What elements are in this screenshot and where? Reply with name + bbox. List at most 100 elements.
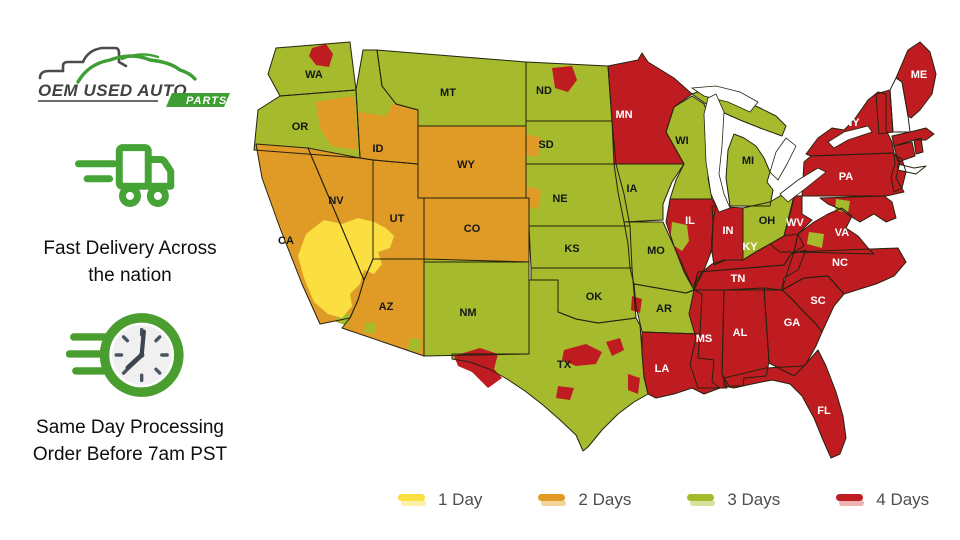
state-ne [526, 164, 630, 226]
state-label-ky: KY [742, 241, 758, 253]
patch-or-east [316, 96, 358, 150]
state-mt [377, 50, 526, 126]
state-ia [614, 164, 684, 222]
state-label-ia: IA [627, 183, 638, 195]
fast-delivery-line2: the nation [88, 265, 172, 286]
state-ga [764, 288, 822, 376]
state-label-nd: ND [536, 85, 552, 97]
state-label-mt: MT [440, 87, 456, 99]
state-label-ut: UT [390, 213, 405, 225]
legend-swatch-icon [687, 493, 716, 507]
state-wy [418, 126, 526, 198]
state-label-va: VA [835, 227, 850, 239]
state-border-fl [723, 349, 847, 459]
left-panel: OEM USED AUTO PARTS Fast Delivery Across… [14, 24, 246, 468]
legend-label: 4 Days [876, 490, 930, 509]
state-label-me: ME [911, 69, 928, 81]
state-nc [782, 248, 906, 294]
legend-item-3-days: 3 Days [687, 490, 780, 510]
state-label-ms: MS [696, 333, 713, 345]
patch-il-stlouis [670, 222, 689, 251]
state-label-ar: AR [656, 303, 672, 315]
state-label-sd: SD [538, 139, 553, 151]
state-label-az: AZ [379, 301, 394, 313]
state-border-md [819, 195, 897, 223]
truck-icon [75, 144, 175, 207]
state-border-mn [607, 52, 693, 165]
patch-va-central [807, 232, 824, 248]
brand-name: OEM USED AUTO [38, 81, 187, 100]
state-border-nh [889, 77, 911, 133]
state-label-mo: MO [647, 245, 665, 257]
state-ok [531, 268, 636, 323]
fast-delivery-line1: Fast Delivery Across [43, 238, 217, 259]
state-ma [892, 128, 934, 146]
patch-az-southeast [408, 338, 422, 352]
state-border-nc [781, 247, 907, 295]
state-label-tx: TX [557, 359, 572, 371]
state-in [712, 206, 743, 265]
state-label-or: OR [292, 121, 309, 133]
patch-ne-west [526, 186, 541, 209]
state-label-co: CO [464, 223, 481, 235]
state-border-ri [913, 137, 924, 155]
patch-tx-houston [628, 374, 640, 394]
state-label-fl: FL [817, 405, 831, 417]
map-legend: 1 Day 2 Days 3 Days 4 Days [398, 490, 929, 510]
state-wa [268, 42, 356, 96]
lake-1 [703, 93, 731, 213]
brand-logo: OEM USED AUTO PARTS [38, 46, 230, 107]
state-il [666, 199, 716, 290]
patch-sd-west [526, 134, 541, 157]
state-border-la [641, 331, 721, 399]
state-border-ar [633, 283, 703, 335]
state-label-ok: OK [586, 291, 603, 303]
state-pa [802, 153, 904, 196]
state-border-tx [451, 279, 649, 452]
same-day-line2: Order Before 7am PST [32, 444, 228, 465]
state-label-nc: NC [832, 257, 848, 269]
state-border-pa [801, 152, 905, 197]
state-ar [634, 284, 702, 334]
patch-tx-dallas-east [606, 338, 624, 356]
state-mn [608, 53, 692, 164]
state-wi [666, 96, 712, 199]
legend-item-2-days: 2 Days [538, 490, 631, 510]
state-border-li [897, 163, 927, 175]
legend-item-1-day: 1 Day [398, 490, 482, 510]
patch-nd-north [552, 66, 577, 92]
lake-3 [779, 167, 827, 203]
state-label-wv: WV [786, 217, 804, 229]
state-ct [894, 142, 915, 162]
feature-fast-delivery: Fast Delivery Across the nation [14, 136, 246, 289]
state-label-in: IN [723, 225, 734, 237]
state-label-wi: WI [675, 135, 688, 147]
brand-badge-label: PARTS [186, 95, 227, 107]
state-label-oh: OH [759, 215, 776, 227]
legend-item-4-days: 4 Days [836, 490, 929, 510]
state-az [342, 259, 424, 356]
state-label-nv: NV [328, 195, 344, 207]
patch-tx-elpaso [454, 348, 502, 388]
state-label-ca: CA [278, 235, 294, 247]
state-label-mi: MI [742, 155, 754, 167]
state-label-il: IL [685, 215, 695, 227]
state-vt [876, 90, 893, 134]
patch-tx-dallas [562, 344, 602, 366]
lake-4 [827, 125, 873, 149]
legend-swatch-icon [538, 493, 567, 507]
state-label-pa: PA [839, 171, 854, 183]
state-me [896, 42, 936, 118]
patch-ar-west [631, 296, 642, 313]
state-label-ne: NE [552, 193, 567, 205]
state-mo [624, 222, 694, 293]
state-border-wv [769, 195, 813, 253]
lake-2 [769, 137, 797, 181]
feature-same-day: Same Day Processing Order Before 7am PST [14, 303, 246, 468]
state-label-wy: WY [457, 159, 475, 171]
state-sc [782, 276, 844, 332]
us-delivery-map: WA OR CA NV ID MT WY UT CO AZ NM ND SD NE KS OK TX MN IA MO… [246, 22, 946, 474]
state-label-tn: TN [731, 273, 746, 285]
state-label-al: AL [733, 327, 748, 339]
state-label-sc: SC [810, 295, 825, 307]
